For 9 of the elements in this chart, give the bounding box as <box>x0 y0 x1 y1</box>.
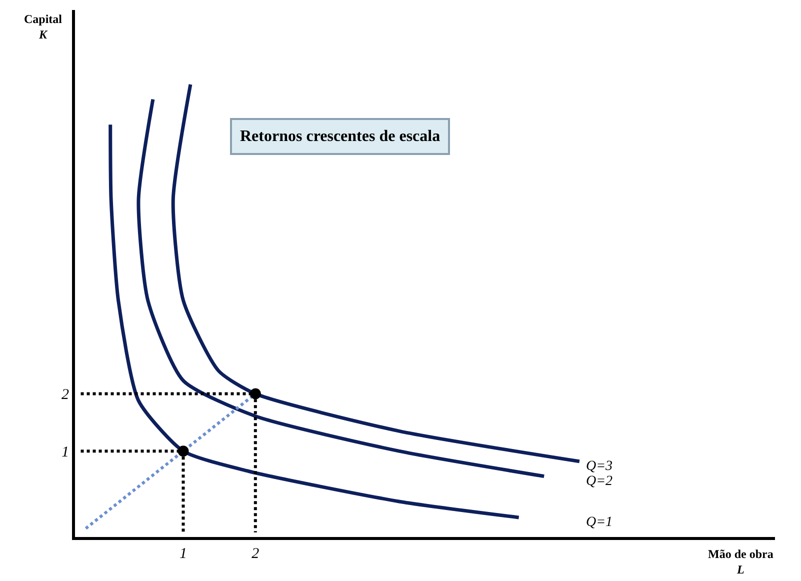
line-series <box>136 98 546 478</box>
line-series <box>108 122 521 520</box>
text: Q=2 <box>586 474 613 489</box>
y-axis-title: Capital K <box>24 12 63 42</box>
line-series <box>171 82 582 464</box>
series-label: Q=3 <box>586 459 613 474</box>
text: Retornos crescentes de escala <box>240 128 440 145</box>
text: Q=1 <box>586 515 613 530</box>
x-axis-title: Mão de obra L <box>708 547 774 577</box>
